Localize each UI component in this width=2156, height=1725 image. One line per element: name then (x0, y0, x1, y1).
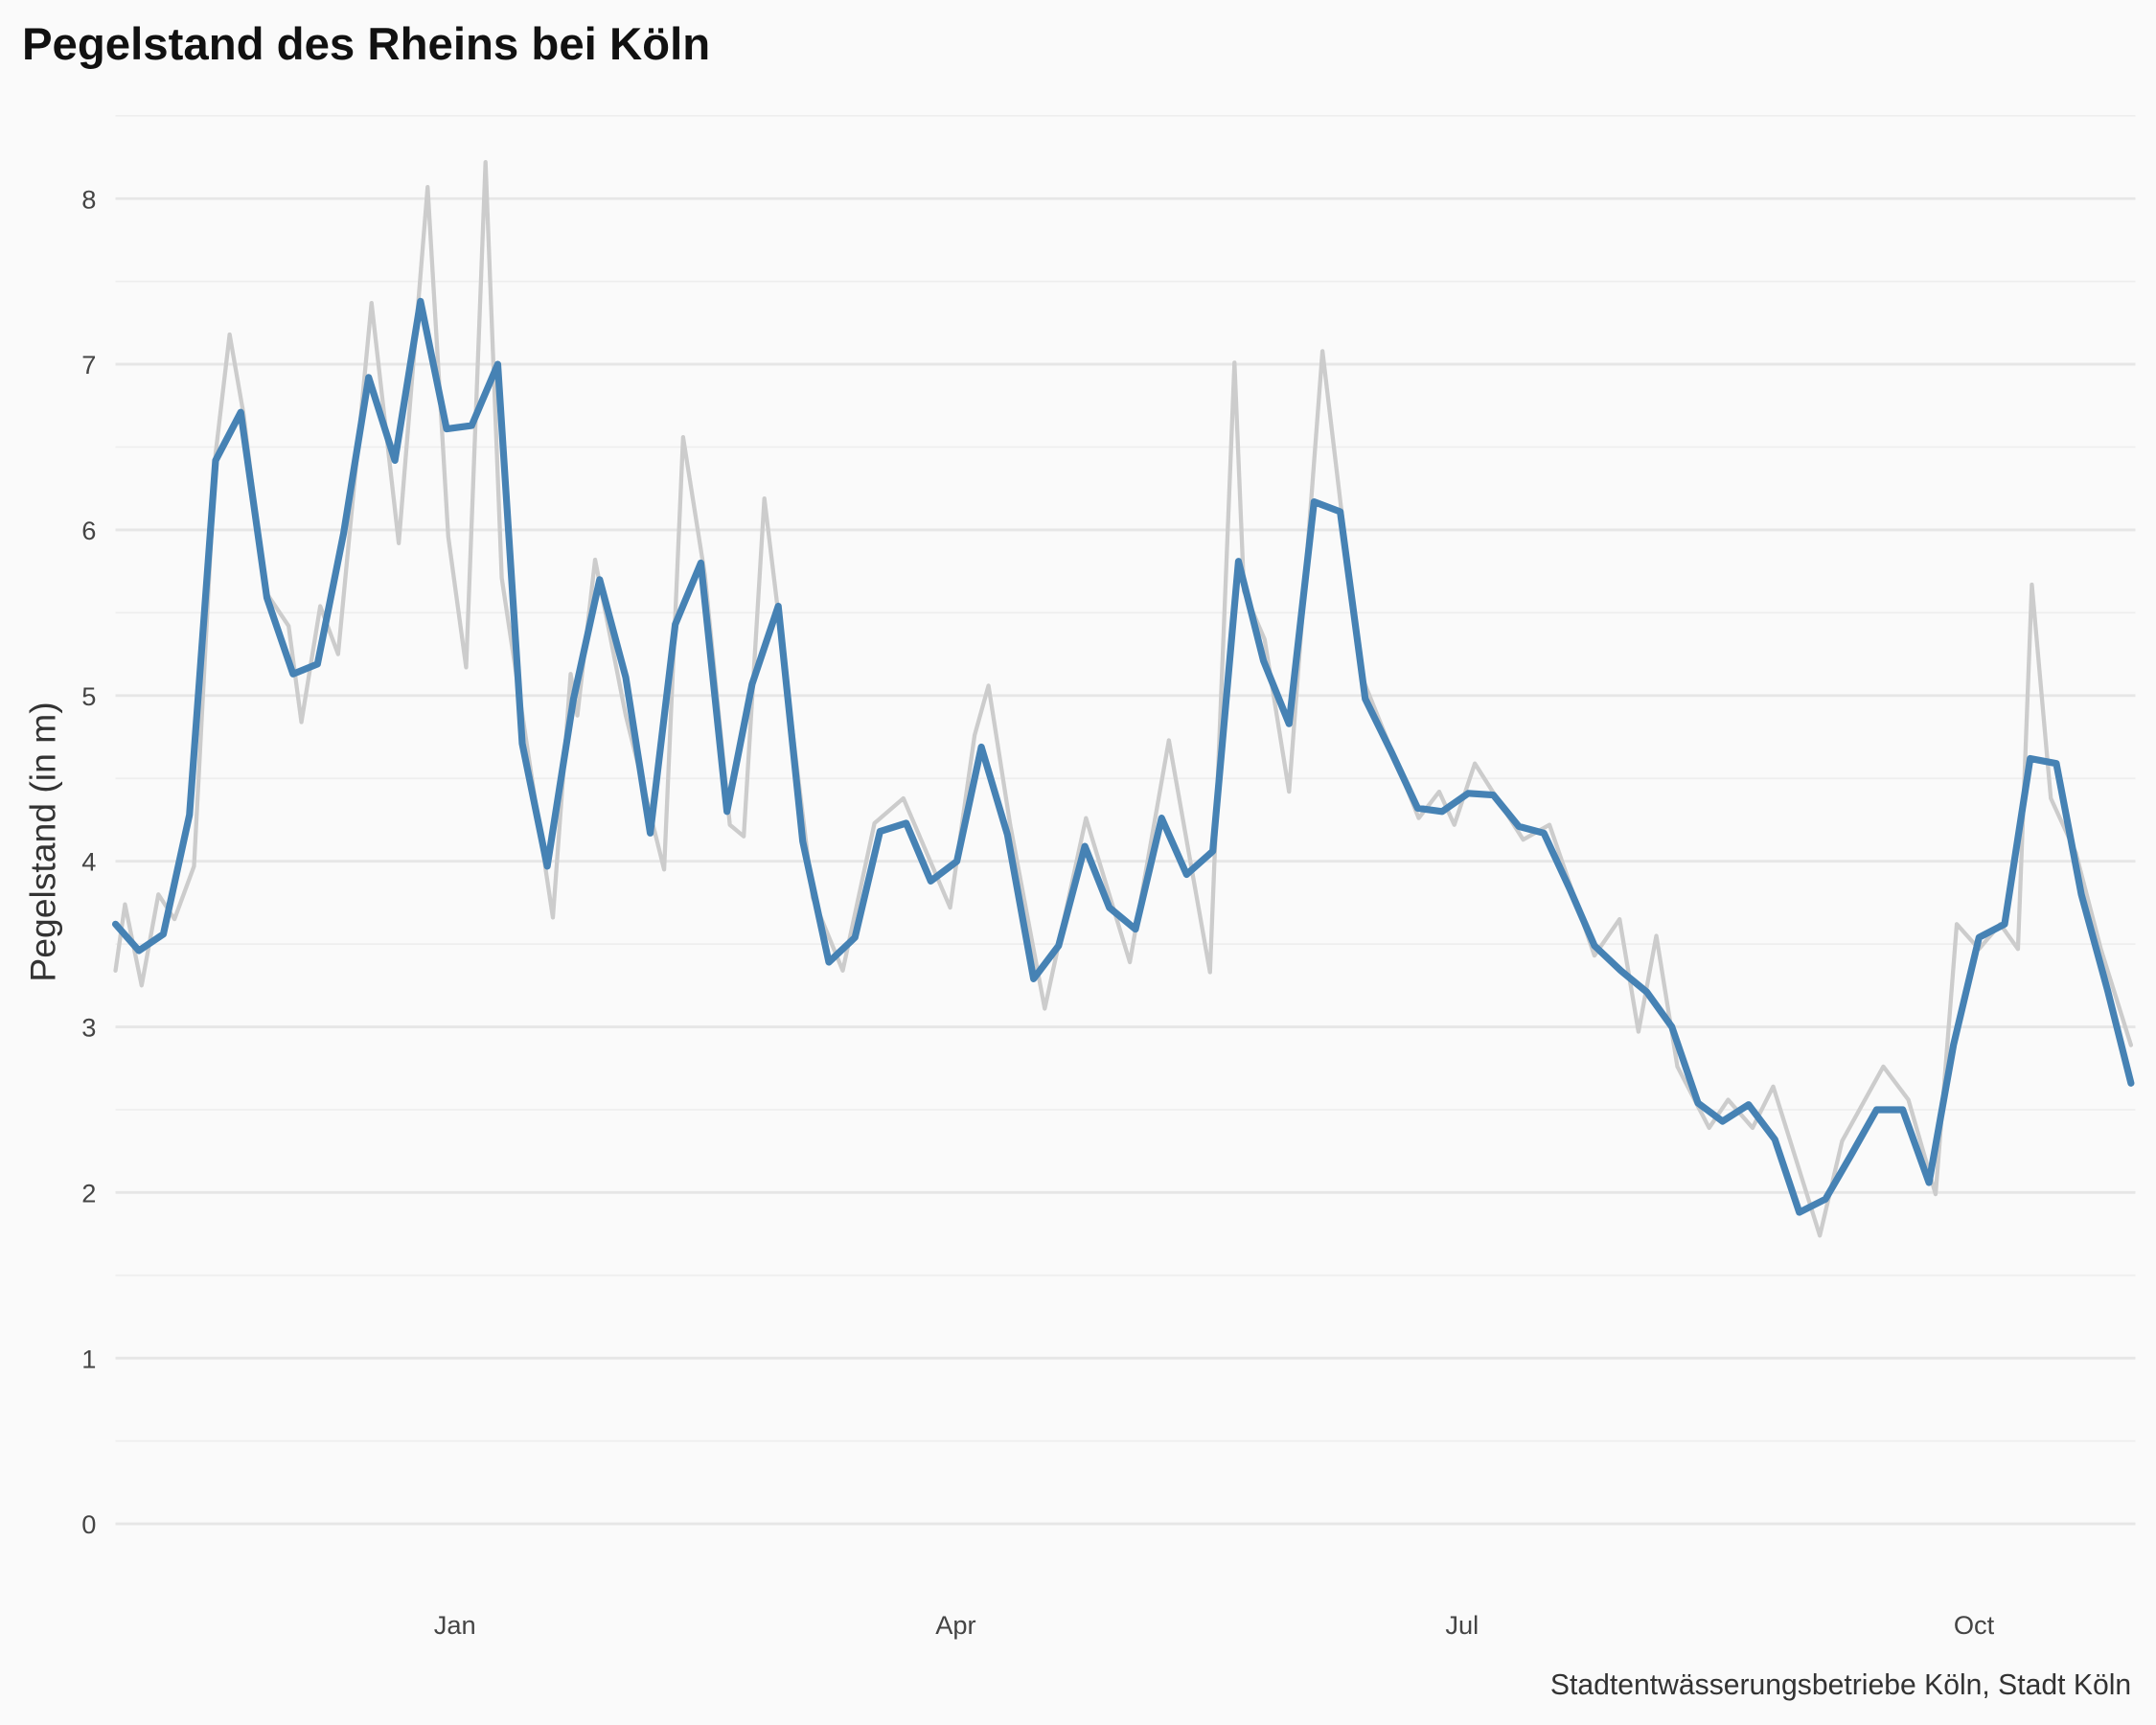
data-line (111, 297, 2135, 1216)
y-tick-label: 7 (81, 350, 96, 380)
y-tick-label: 0 (81, 1509, 96, 1539)
y-tick-label: 2 (81, 1178, 96, 1208)
y-tick-label: 3 (81, 1013, 96, 1043)
chart-title: Pegelstand des Rheins bei Köln (22, 19, 710, 70)
y-tick-label: 1 (81, 1344, 96, 1373)
data-line (113, 160, 2134, 1238)
y-tick-label: 4 (81, 847, 96, 877)
x-tick-label: Oct (1954, 1610, 1995, 1640)
y-tick-label: 5 (81, 681, 96, 711)
x-tick-label: Apr (935, 1610, 975, 1640)
x-tick-label: Jul (1445, 1610, 1479, 1640)
y-tick-label: 8 (81, 184, 96, 214)
caption: Stadtentwässerungsbetriebe Köln, Stadt K… (1550, 1669, 2131, 1701)
y-tick-label: 6 (81, 516, 96, 545)
x-tick-label: Jan (434, 1610, 476, 1640)
y-axis-label: Pegelstand (in m) (22, 702, 62, 981)
